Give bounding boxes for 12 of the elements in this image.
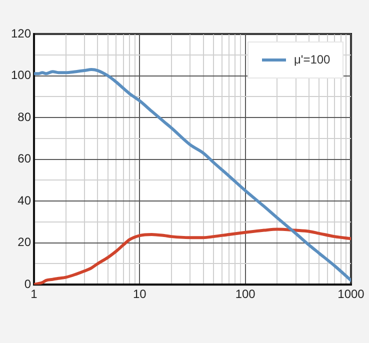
x-tick-label: 10 (133, 287, 147, 302)
y-tick-label: 0 (24, 276, 32, 291)
x-tick-label: 1 (30, 287, 38, 302)
y-tick-label: 120 (10, 26, 32, 40)
y-tick-label: 80 (18, 110, 32, 124)
y-tick-label: 60 (18, 152, 32, 166)
y-tick-label: 40 (18, 193, 32, 208)
y-tick-label: 20 (18, 235, 32, 250)
x-tick-label: 1000 (338, 287, 365, 302)
legend-label: μ'=100 (294, 52, 331, 66)
y-tick-label: 100 (10, 68, 32, 82)
x-tick-label: 100 (235, 287, 256, 302)
